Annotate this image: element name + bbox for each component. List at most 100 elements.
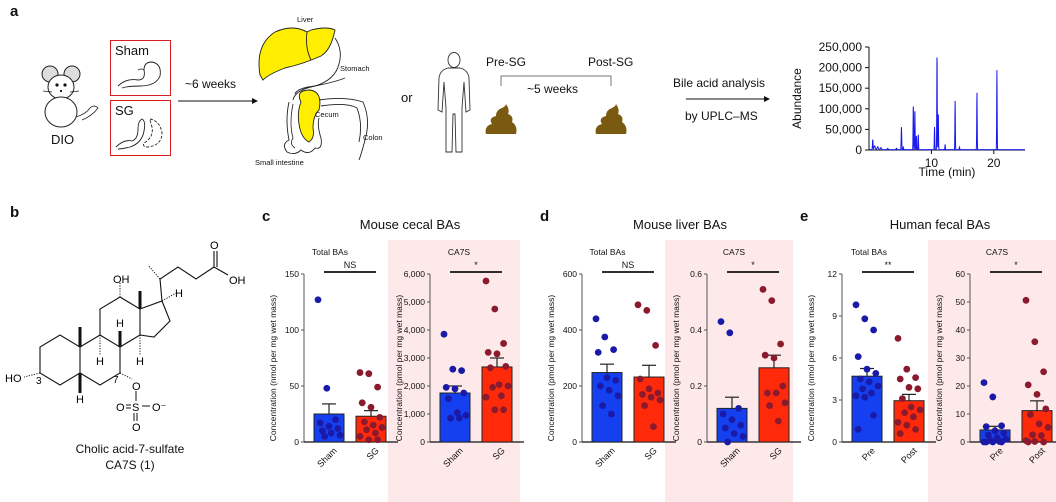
data-point [770, 354, 778, 362]
data-point [1042, 405, 1050, 413]
chromatogram-trace [869, 57, 1025, 151]
data-point [643, 307, 651, 314]
arrow-right-icon-2 [686, 96, 770, 102]
y-tick-label: 0 [572, 437, 577, 447]
data-point [861, 393, 869, 401]
atom-h: H [175, 288, 183, 300]
bar-sham [591, 372, 623, 443]
data-point [777, 340, 784, 348]
stomach-label: Stomach [340, 64, 370, 73]
sham-box [110, 40, 171, 96]
data-point [912, 426, 919, 433]
chart-d-ca7s: CA7S Concentration (pmol per mg wet mass)… [671, 247, 801, 470]
x-tick-label: Post [899, 445, 919, 465]
group-title-e: Human fecal BAs [889, 217, 991, 232]
data-point [374, 383, 381, 391]
chart-subtitle: CA7S [723, 247, 746, 257]
data-point [358, 399, 366, 407]
y-tick-label: 3 [832, 395, 837, 405]
data-point [989, 438, 997, 446]
pre-sg-label: Pre-SG [486, 55, 527, 69]
y-tick-label: 400 [563, 325, 577, 335]
gi-tract-diagram [258, 27, 368, 161]
data-point [504, 382, 512, 390]
atom-o-bottom: O [132, 422, 141, 434]
data-point [874, 382, 882, 390]
y-tick-label: 6,000 [404, 269, 426, 279]
data-point [870, 326, 877, 334]
chart-subtitle: Total BAs [312, 247, 348, 257]
atom-o-minus: O⁻ [152, 402, 167, 414]
data-point [766, 402, 773, 409]
data-point [460, 389, 468, 397]
data-point [761, 351, 769, 359]
y-tick-label: 0 [855, 143, 862, 157]
data-point [500, 406, 507, 414]
chart-c-total-bas: Total BAs Concentration (nmol per mg wet … [268, 247, 398, 469]
atom-oh-acid: OH [229, 275, 246, 287]
analysis-label-bottom: by UPLC–MS [685, 109, 758, 123]
data-point [894, 419, 902, 426]
data-point [447, 414, 454, 422]
significance-label: NS [344, 260, 357, 270]
stomach-sg-icon [115, 118, 163, 150]
data-point [603, 374, 611, 381]
data-point [726, 329, 734, 337]
data-point [608, 410, 615, 418]
y-tick-label: 50 [956, 297, 966, 307]
y-tick-label: 1,000 [404, 409, 426, 419]
y-tick-label: 0 [294, 437, 299, 447]
data-point [601, 333, 609, 341]
data-point [500, 340, 507, 347]
y-tick-label: 3,000 [404, 353, 426, 363]
y-tick-label: 150 [285, 269, 299, 279]
y-axis-label: Concentration (pmol per mg wet mass) [934, 295, 944, 442]
x-tick-label: 20 [987, 156, 1001, 170]
data-point [365, 370, 373, 378]
y-tick-label: 2,000 [404, 381, 426, 391]
x-tick-label: Sham [718, 446, 742, 470]
data-point [1035, 420, 1043, 428]
x-tick-label: Pre [988, 446, 1005, 463]
data-point [1038, 432, 1045, 439]
data-point [487, 364, 494, 372]
interval-label: ~5 weeks [527, 82, 579, 96]
data-point [605, 386, 613, 394]
y-tick-label: 600 [563, 269, 577, 279]
chart-subtitle: Total BAs [851, 247, 887, 257]
data-point [854, 353, 862, 360]
data-point [456, 414, 463, 422]
data-point [852, 301, 860, 309]
data-point [903, 421, 911, 429]
data-point [654, 389, 662, 397]
atom-h: H [116, 318, 124, 330]
x-tick-label: SG [768, 446, 784, 462]
data-point [717, 318, 725, 325]
panel-letter-a: a [10, 3, 19, 20]
data-point [1000, 429, 1008, 437]
ca7s-structure: OH O OH HO 3 7 O S O O⁻ O H H H H H [5, 240, 246, 434]
data-point [445, 395, 452, 402]
data-point [610, 346, 617, 353]
data-point [768, 297, 776, 304]
data-point [868, 389, 875, 397]
data-point [1031, 338, 1039, 346]
data-point [482, 277, 490, 285]
y-tick-label: 4,000 [404, 325, 426, 335]
data-point [859, 385, 866, 393]
data-point [912, 374, 919, 381]
data-point [870, 412, 877, 419]
data-point [863, 365, 871, 373]
data-point [1040, 368, 1047, 376]
stool-pre-icon [485, 104, 517, 134]
chromatogram-chart: 0 50,000 100,000 150,000 200,000 250,000 10 20 T… [790, 40, 1025, 179]
x-tick-label: SG [491, 446, 507, 462]
data-point [1031, 438, 1039, 445]
atom-ho-3: HO [5, 373, 22, 385]
data-point [440, 330, 448, 338]
x-tick-label: SG [643, 446, 659, 462]
y-tick-label: 40 [956, 325, 966, 335]
sham-label: Sham [115, 43, 149, 58]
data-point [332, 416, 339, 423]
chart-c-ca7s: CA7S Concentration (pmol per mg wet mass)… [394, 247, 524, 469]
